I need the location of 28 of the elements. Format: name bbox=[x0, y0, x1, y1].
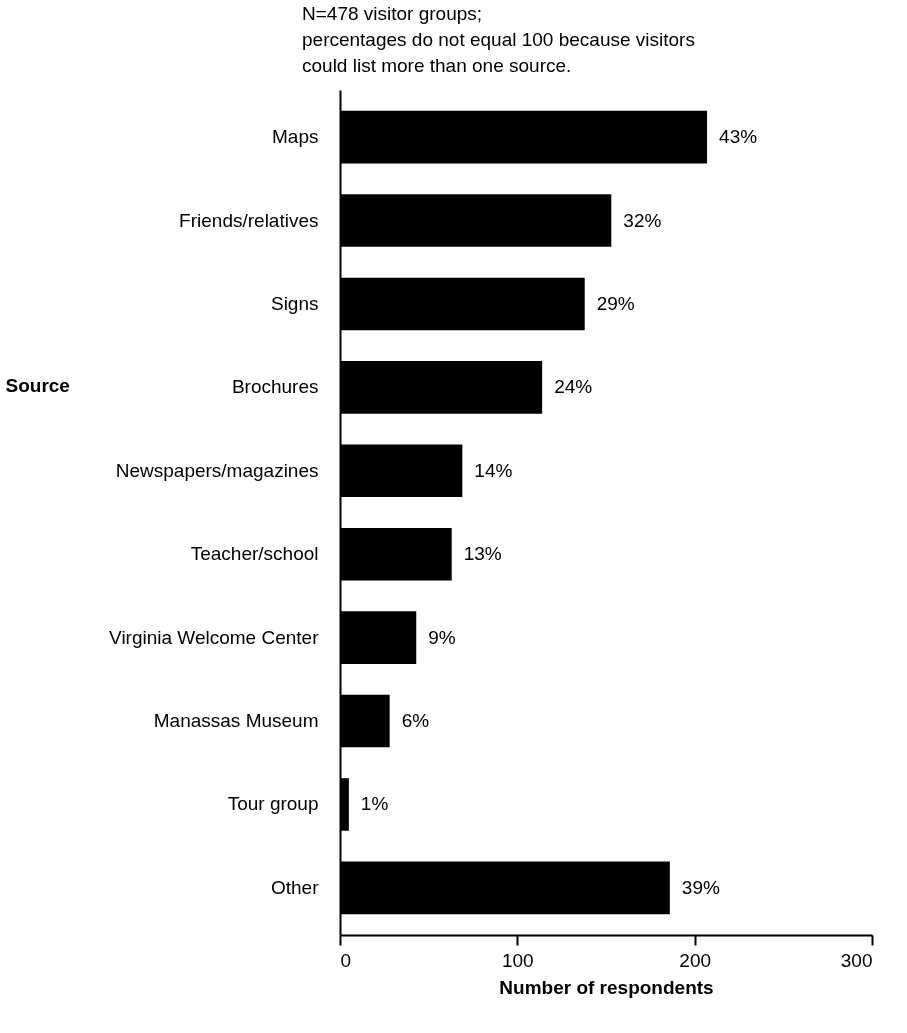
annotation: 9% bbox=[428, 626, 456, 648]
annotation: 39% bbox=[681, 876, 720, 898]
y-tick-label: Teacher/school bbox=[190, 543, 319, 565]
y-tick-label: Tour group bbox=[227, 793, 319, 815]
x-tick-label: 100 bbox=[501, 949, 534, 971]
y-axis-title: Source bbox=[5, 375, 70, 397]
y-tick-label: Manassas Museum bbox=[153, 710, 319, 732]
y-tick-label: Other bbox=[270, 876, 320, 898]
text: N=478 visitor groups; bbox=[302, 3, 483, 24]
y-tick-label: Friends/relatives bbox=[179, 209, 319, 231]
y-tick-label: Maps bbox=[272, 126, 319, 148]
x-tick-label: 0 bbox=[340, 949, 352, 971]
x-axis-title: Number of respondents bbox=[499, 976, 714, 998]
annotation: 14% bbox=[474, 459, 513, 481]
annotation: 29% bbox=[596, 292, 635, 314]
text: percentages do not equal 100 because visitors could list more than one source. bbox=[302, 29, 695, 76]
y-tick-label: Virginia Welcome Center bbox=[109, 626, 320, 648]
annotation: 1% bbox=[360, 793, 389, 815]
annotation: 6% bbox=[401, 710, 430, 732]
y-tick-label: Signs bbox=[270, 292, 319, 314]
x-tick-label: 200 bbox=[679, 949, 712, 971]
annotation: 24% bbox=[554, 376, 593, 398]
x-tick-label: 300 bbox=[840, 949, 873, 971]
annotation: 13% bbox=[463, 543, 502, 565]
y-tick-label: Brochures bbox=[231, 376, 319, 398]
annotation: 43% bbox=[719, 126, 758, 148]
annotation: 32% bbox=[623, 209, 662, 231]
y-tick-label: Newspapers/magazines bbox=[115, 459, 319, 481]
